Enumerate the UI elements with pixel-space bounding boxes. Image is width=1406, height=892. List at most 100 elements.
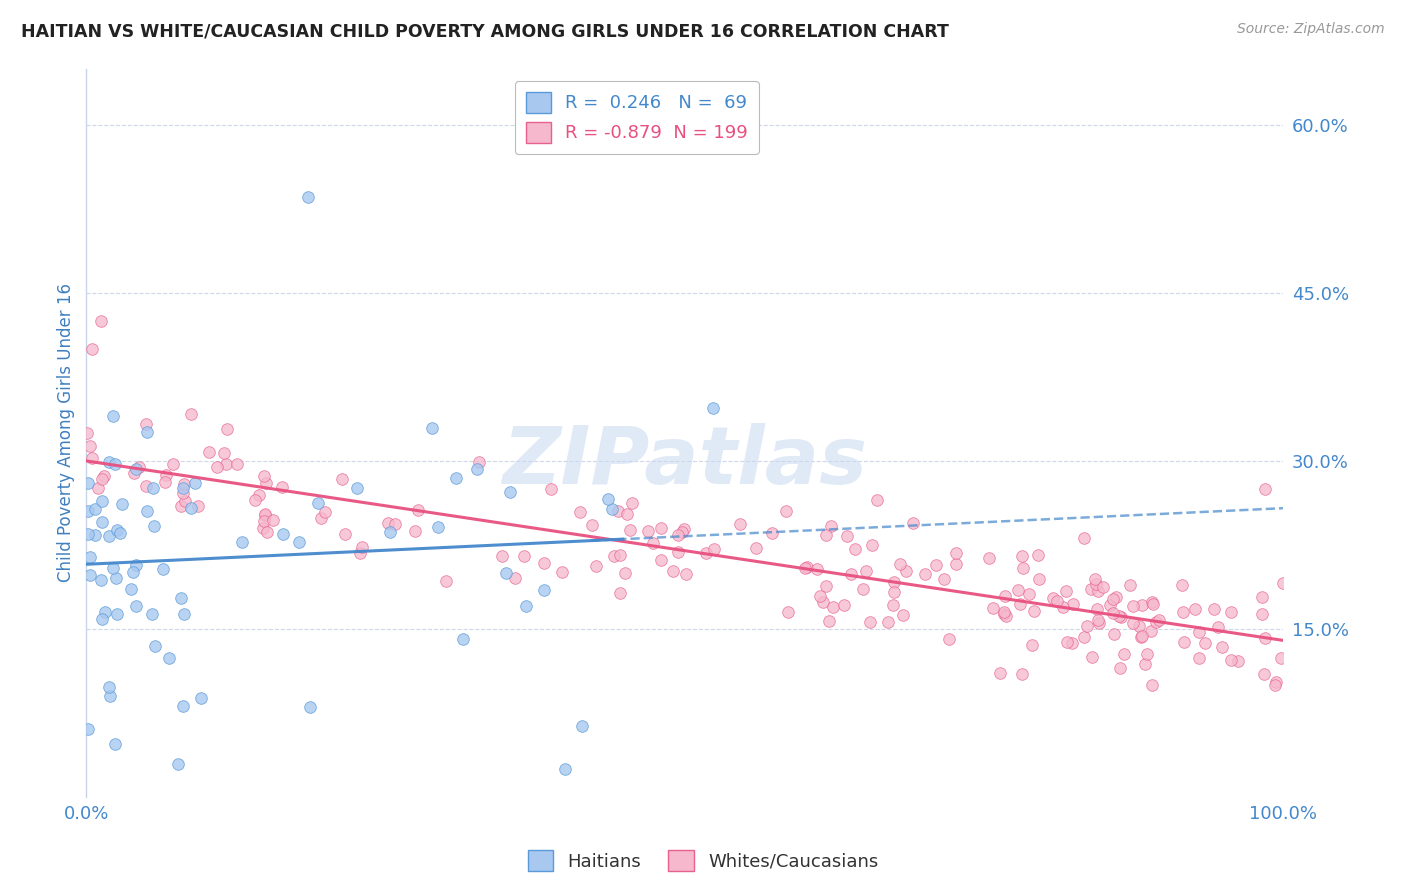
Point [859, 615, 882, 629]
Point [641, 536, 664, 550]
Point [172, 698, 194, 713]
Point [83, 502, 105, 516]
Point [1018, 587, 1040, 601]
Point [882, 599, 904, 613]
Point [513, 549, 536, 563]
Point [596, 491, 619, 506]
Point [153, 475, 176, 490]
Point [1026, 549, 1049, 563]
Point [994, 608, 1017, 623]
Point [91, 494, 114, 508]
Point [309, 511, 332, 525]
Point [352, 540, 374, 554]
Point [703, 541, 725, 556]
Point [252, 521, 274, 535]
Point [122, 466, 145, 480]
Point [650, 552, 672, 566]
Point [637, 524, 659, 538]
Point [93, 469, 115, 483]
Point [1270, 650, 1292, 665]
Point [619, 523, 641, 537]
Point [101, 409, 124, 424]
Point [1102, 627, 1125, 641]
Point [603, 549, 626, 564]
Point [79, 568, 101, 582]
Point [252, 468, 274, 483]
Text: HAITIAN VS WHITE/CAUCASIAN CHILD POVERTY AMONG GIRLS UNDER 16 CORRELATION CHART: HAITIAN VS WHITE/CAUCASIAN CHILD POVERTY… [21, 22, 949, 40]
Point [1056, 635, 1078, 649]
Point [90, 574, 112, 588]
Point [616, 507, 638, 521]
Point [993, 607, 1015, 621]
Point [444, 471, 467, 485]
Point [330, 472, 353, 486]
Legend: R =  0.246   N =  69, R = -0.879  N = 199: R = 0.246 N = 69, R = -0.879 N = 199 [515, 81, 759, 153]
Point [1088, 616, 1111, 631]
Point [1184, 601, 1206, 615]
Point [384, 517, 406, 532]
Point [818, 614, 841, 628]
Point [1011, 666, 1033, 681]
Point [815, 527, 838, 541]
Point [243, 493, 266, 508]
Point [1122, 599, 1144, 613]
Point [184, 475, 207, 490]
Point [104, 737, 127, 751]
Point [1136, 647, 1159, 661]
Point [1171, 605, 1194, 619]
Point [533, 556, 555, 570]
Point [155, 468, 177, 483]
Point [821, 600, 844, 615]
Point [128, 460, 150, 475]
Point [79, 439, 101, 453]
Point [468, 455, 491, 469]
Point [180, 500, 202, 515]
Point [77, 722, 100, 736]
Legend: Haitians, Whites/Caucasians: Haitians, Whites/Caucasians [520, 843, 886, 879]
Point [105, 523, 128, 537]
Point [271, 480, 294, 494]
Point [247, 488, 270, 502]
Point [125, 599, 148, 613]
Point [533, 583, 555, 598]
Point [1250, 607, 1272, 621]
Point [451, 632, 474, 646]
Point [1128, 619, 1150, 633]
Point [585, 558, 607, 573]
Point [811, 595, 834, 609]
Point [503, 571, 526, 585]
Point [143, 639, 166, 653]
Point [111, 496, 134, 510]
Point [142, 518, 165, 533]
Point [569, 505, 592, 519]
Point [581, 518, 603, 533]
Point [98, 680, 121, 694]
Point [1122, 615, 1144, 630]
Point [380, 525, 402, 540]
Point [600, 501, 623, 516]
Point [346, 481, 368, 495]
Point [86, 481, 108, 495]
Point [925, 558, 948, 573]
Point [666, 545, 689, 559]
Point [666, 528, 689, 542]
Y-axis label: Child Poverty Among Girls Under 16: Child Poverty Among Girls Under 16 [58, 284, 75, 582]
Point [1098, 599, 1121, 613]
Point [1129, 630, 1152, 644]
Point [162, 458, 184, 472]
Point [993, 605, 1015, 619]
Text: Source: ZipAtlas.com: Source: ZipAtlas.com [1237, 22, 1385, 37]
Point [1119, 577, 1142, 591]
Point [1109, 610, 1132, 624]
Point [796, 560, 818, 574]
Point [170, 591, 193, 605]
Point [1085, 577, 1108, 591]
Point [172, 485, 194, 500]
Point [661, 564, 683, 578]
Point [891, 607, 914, 622]
Point [983, 600, 1005, 615]
Point [1011, 561, 1033, 575]
Point [744, 541, 766, 555]
Point [97, 529, 120, 543]
Point [852, 582, 875, 597]
